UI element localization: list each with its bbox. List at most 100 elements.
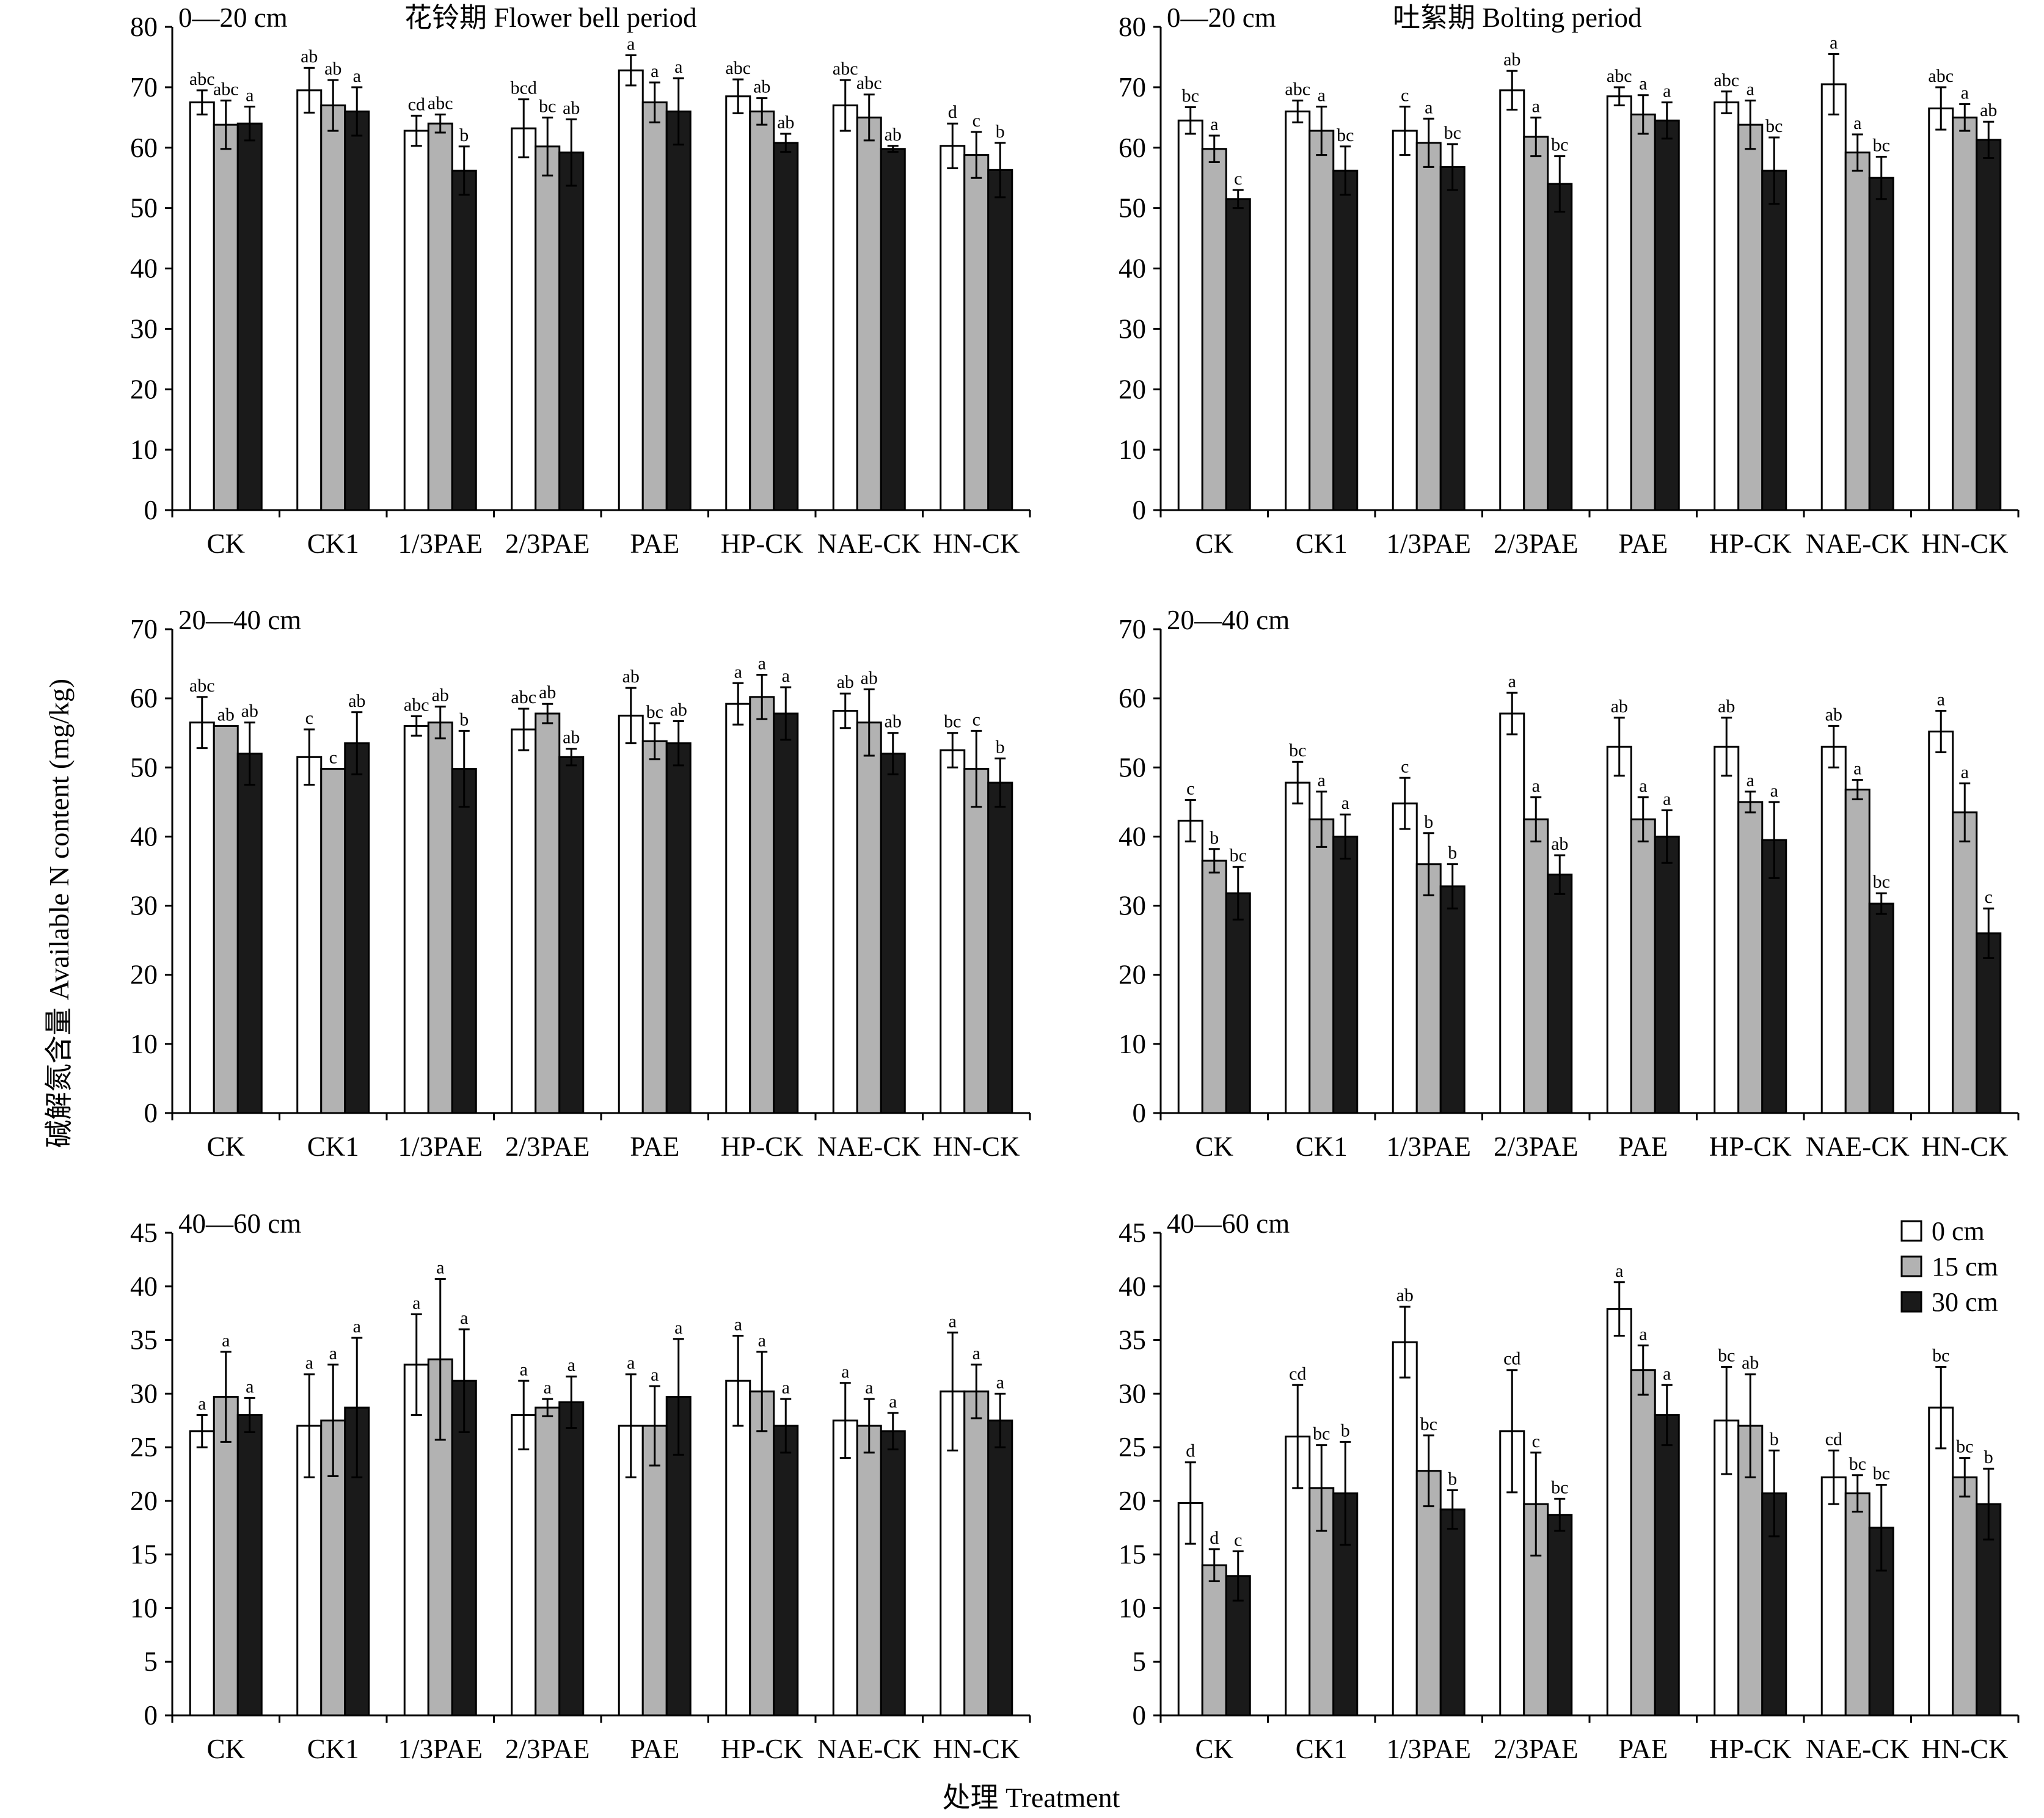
- bar-0cm: [403, 130, 429, 511]
- y-tick-label: 20: [130, 374, 158, 404]
- significance-letter: abc: [213, 79, 239, 100]
- y-tick-label: 20: [130, 1486, 158, 1516]
- x-tick-label: CK: [1195, 1131, 1233, 1162]
- bar-0cm: [511, 127, 537, 511]
- significance-letter: bc: [944, 712, 961, 732]
- significance-letter: a: [841, 1362, 849, 1382]
- significance-letter: bc: [1337, 125, 1354, 145]
- bar-15cm: [856, 721, 882, 1114]
- significance-letter: c: [1532, 1431, 1540, 1451]
- bar-0cm: [511, 728, 537, 1114]
- bar-30cm: [773, 712, 799, 1114]
- bar-15cm: [1630, 818, 1656, 1114]
- significance-letter: c: [305, 708, 313, 728]
- bar-0cm: [725, 703, 751, 1114]
- bar-0cm: [1392, 1341, 1418, 1717]
- panel-title: 吐絮期 Bolting period: [1393, 2, 1641, 33]
- bar-30cm: [987, 1419, 1013, 1717]
- bar-30cm: [1761, 169, 1787, 511]
- x-tick-label: NAE-CK: [1806, 528, 1910, 559]
- panel-depth-label: 0—20 cm: [178, 2, 288, 33]
- y-tick-label: 50: [1119, 193, 1146, 224]
- significance-letter: a: [1961, 83, 1969, 103]
- y-tick-label: 0: [144, 495, 158, 525]
- y-tick-label: 20: [1119, 1486, 1146, 1516]
- y-tick-label: 30: [130, 1378, 158, 1409]
- significance-letter: cd: [1289, 1364, 1306, 1384]
- y-tick-label: 40: [130, 1271, 158, 1302]
- significance-letter: abc: [1285, 79, 1310, 100]
- x-tick-label: HN-CK: [933, 1131, 1020, 1162]
- bar-15cm: [535, 145, 561, 511]
- bar-15cm: [1201, 148, 1227, 511]
- bar-15cm: [213, 1396, 239, 1717]
- significance-letter: a: [353, 66, 361, 86]
- significance-letter: a: [1210, 114, 1218, 134]
- significance-letter: b: [1341, 1420, 1350, 1440]
- x-tick-label: PAE: [630, 1734, 679, 1764]
- x-tick-label: NAE-CK: [1806, 1131, 1910, 1162]
- significance-letter: b: [1210, 828, 1219, 848]
- bar-30cm: [665, 742, 692, 1114]
- significance-letter: a: [1663, 789, 1671, 809]
- significance-letter: cd: [408, 94, 425, 114]
- significance-letter: bc: [1765, 116, 1783, 136]
- bar-0cm: [725, 95, 751, 511]
- significance-letter: ab: [301, 46, 318, 67]
- panel-depth-label: 20—40 cm: [178, 605, 301, 635]
- y-axis-label: 碱解氮含量 Available N content (mg/kg): [43, 679, 75, 1148]
- significance-letter: ab: [217, 704, 235, 725]
- significance-letter: d: [1186, 1441, 1195, 1461]
- bar-30cm: [880, 1430, 906, 1717]
- significance-letter: a: [734, 662, 742, 682]
- significance-letter: a: [758, 1331, 766, 1351]
- y-tick-label: 0: [144, 1098, 158, 1128]
- x-tick-label: HN-CK: [933, 528, 1020, 559]
- x-tick-label: 1/3PAE: [398, 1131, 483, 1162]
- significance-letter: a: [973, 1343, 980, 1364]
- bar-15cm: [1415, 142, 1442, 511]
- significance-letter: a: [329, 1343, 337, 1364]
- bar-30cm: [1332, 169, 1359, 511]
- significance-letter: a: [1639, 776, 1647, 796]
- significance-letter: c: [1401, 86, 1409, 106]
- y-tick-label: 0: [1133, 1700, 1147, 1731]
- y-tick-label: 40: [1119, 1271, 1146, 1302]
- y-tick-label: 10: [1119, 1593, 1146, 1623]
- bar-0cm: [618, 69, 644, 511]
- bar-0cm: [403, 1364, 429, 1717]
- significance-letter: a: [949, 1311, 957, 1331]
- bar-30cm: [1868, 177, 1894, 511]
- bar-0cm: [1606, 1308, 1632, 1717]
- bar-30cm: [773, 142, 799, 511]
- significance-letter: a: [889, 1392, 897, 1412]
- bar-0cm: [189, 101, 215, 511]
- y-tick-label: 15: [1119, 1539, 1146, 1570]
- bar-15cm: [749, 1390, 775, 1717]
- bar-0cm: [1285, 781, 1311, 1114]
- x-tick-label: HN-CK: [1921, 1734, 2009, 1764]
- significance-letter: a: [1853, 759, 1861, 779]
- significance-letter: c: [1985, 887, 1993, 907]
- y-tick-label: 60: [1119, 133, 1146, 163]
- x-tick-label: CK1: [307, 1131, 359, 1162]
- y-tick-label: 30: [130, 891, 158, 921]
- panel-4: 0 10 20 30 40 50 60 70 CK CK1 1/3PAE 2/3PAE PAE HP-CK…: [1119, 605, 2020, 1162]
- x-tick-label: NAE-CK: [817, 1734, 921, 1764]
- bar-30cm: [558, 1401, 585, 1717]
- bar-15cm: [749, 110, 775, 511]
- bar-15cm: [1523, 136, 1549, 511]
- significance-letter: a: [1770, 781, 1778, 801]
- y-tick-label: 40: [1119, 821, 1146, 852]
- bar-15cm: [641, 1425, 668, 1717]
- significance-letter: bc: [1932, 1345, 1949, 1365]
- bar-0cm: [1392, 130, 1418, 511]
- significance-letter: ab: [885, 712, 902, 732]
- significance-letter: b: [996, 737, 1005, 758]
- bar-30cm: [880, 148, 906, 511]
- bar-15cm: [427, 721, 453, 1114]
- y-tick-label: 30: [1119, 313, 1146, 344]
- y-tick-label: 30: [130, 313, 158, 344]
- significance-letter: bc: [1289, 740, 1306, 761]
- x-tick-label: CK1: [1296, 1131, 1348, 1162]
